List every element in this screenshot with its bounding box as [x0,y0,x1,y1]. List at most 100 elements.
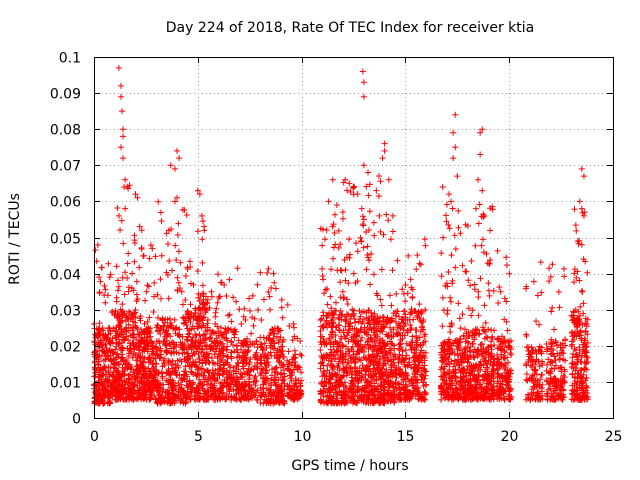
data-point [291,390,298,397]
data-point [445,360,452,367]
data-point [159,373,166,380]
data-point [468,312,475,319]
data-point [140,252,147,259]
data-point [253,338,260,345]
data-point [561,273,568,280]
data-point [185,356,192,363]
data-point [123,312,130,319]
data-point [332,332,339,339]
data-point [119,301,126,308]
data-point [353,326,360,333]
data-point [120,396,127,403]
data-point [361,329,368,336]
data-point [136,264,143,271]
data-point [546,278,553,285]
data-point [532,384,539,391]
data-point [547,359,554,366]
data-point [164,389,171,396]
data-point [583,349,590,356]
data-point [465,305,472,312]
data-point [396,385,403,392]
data-point [438,383,445,390]
data-point [170,395,177,402]
data-point [501,295,508,302]
data-point [281,400,288,407]
data-point [370,219,377,226]
data-point [206,359,213,366]
data-point [223,293,230,300]
data-point [490,287,497,294]
data-point [199,339,206,346]
data-point [469,307,476,314]
data-point [502,360,509,367]
data-point [285,348,292,355]
data-point [393,364,400,371]
data-point [452,338,459,345]
data-point [552,362,559,369]
data-point [214,323,221,330]
data-point [158,351,165,358]
data-point [105,260,112,267]
data-point [96,366,103,373]
data-point [164,330,171,337]
data-point [115,283,122,290]
data-point [233,390,240,397]
data-point [413,266,420,273]
data-point [551,326,558,333]
data-point [422,391,429,398]
data-point [210,374,217,381]
data-point [465,356,472,363]
data-point [106,400,113,407]
data-point [571,266,578,273]
data-point [503,298,510,305]
data-point [270,335,277,342]
data-point [163,328,170,335]
data-point [120,389,127,396]
data-point [359,343,366,350]
data-point [208,344,215,351]
data-point [231,348,238,355]
data-point [228,349,235,356]
data-point [400,290,407,297]
data-point [188,326,195,333]
data-point [354,340,361,347]
data-point [377,355,384,362]
data-point [362,355,369,362]
data-point [320,389,327,396]
data-point [96,358,103,365]
data-point [560,265,567,272]
data-point [109,349,116,356]
data-point [265,351,272,358]
data-point [414,377,421,384]
data-point [143,288,150,295]
data-point [530,278,537,285]
data-point [130,318,137,325]
data-point [286,323,293,330]
data-point [570,309,577,316]
data-point [185,353,192,360]
data-point [576,277,583,284]
data-point [375,398,382,405]
data-point [279,343,286,350]
data-point [472,349,479,356]
data-point [238,396,245,403]
data-point [330,311,337,318]
data-point [324,367,331,374]
data-point [319,265,326,272]
data-point [469,396,476,403]
data-point [490,396,497,403]
data-point [104,379,111,386]
data-point [351,315,358,322]
data-point [196,376,203,383]
data-point [577,377,584,384]
data-point [414,387,421,394]
data-point [449,205,456,212]
data-point [124,274,131,281]
data-point [92,331,99,338]
data-point [150,356,157,363]
data-point [412,393,419,400]
data-point [385,357,392,364]
data-point [382,361,389,368]
data-point [447,386,454,393]
data-point [576,373,583,380]
